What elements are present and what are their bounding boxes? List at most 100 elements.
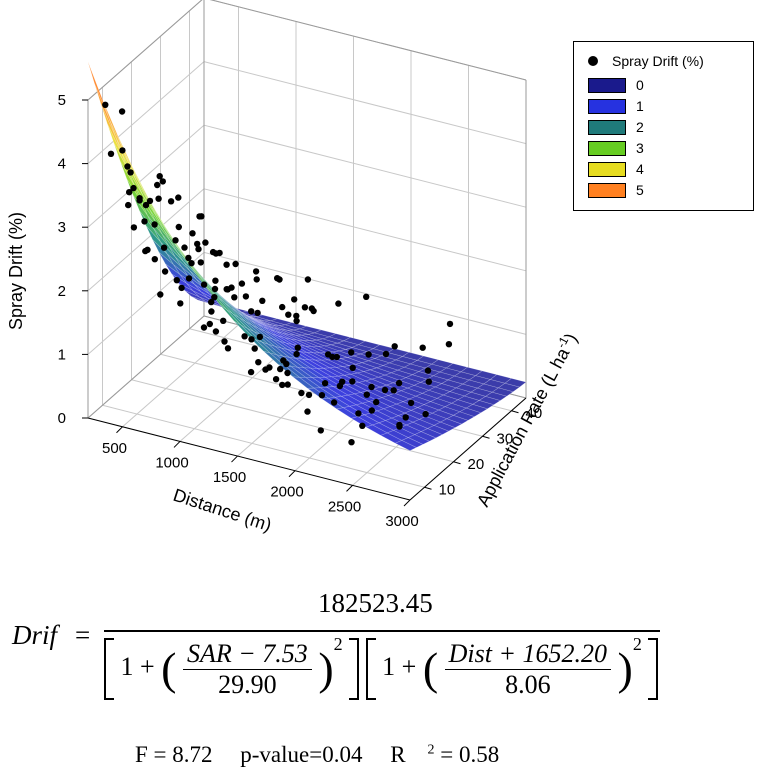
data-point	[155, 195, 162, 202]
x-axis-title: Distance (m)	[171, 485, 274, 536]
data-point	[391, 343, 398, 350]
data-point	[220, 317, 227, 324]
x-tick-label: 1500	[213, 469, 246, 486]
y-tick-label: 10	[439, 481, 456, 498]
legend-entry: 1	[588, 98, 644, 114]
frame-edge	[87, 315, 205, 419]
data-point	[200, 281, 208, 288]
data-point	[130, 224, 138, 231]
x-tick	[116, 426, 123, 434]
x-tick-label: 2000	[270, 484, 303, 501]
grid-line	[122, 324, 239, 428]
data-point	[126, 189, 133, 196]
legend: Spray Drift (%) 0 1 2 3 4 5	[573, 41, 754, 211]
surface-cell	[433, 421, 456, 432]
data-point	[251, 345, 258, 352]
data-point	[238, 280, 246, 287]
data-point	[301, 304, 309, 311]
data-point	[304, 276, 312, 283]
legend-entry: 4	[588, 161, 644, 177]
equation-one-a: 1 +	[120, 651, 155, 681]
y-tick	[511, 410, 519, 414]
data-point	[161, 268, 169, 275]
grid-line	[102, 404, 425, 488]
data-point	[151, 256, 158, 263]
data-point	[402, 414, 409, 421]
data-point	[156, 173, 163, 180]
legend-swatch	[588, 119, 626, 135]
dist-denominator: 8.06	[505, 669, 551, 699]
points-layer	[102, 101, 454, 446]
data-point	[102, 101, 109, 109]
data-point	[172, 237, 179, 244]
equation-denominator: 1 + ( SAR − 7.53 29.90 )2 1 + ( Dist + 1…	[104, 634, 659, 700]
data-point	[254, 309, 261, 317]
data-point	[256, 333, 264, 341]
f-statistic: F = 8.72	[135, 742, 213, 767]
y-tick-label: 40	[526, 405, 543, 422]
data-point	[160, 244, 168, 251]
bracket-right	[349, 638, 360, 700]
paren-close: )	[318, 643, 334, 694]
data-point	[211, 294, 218, 301]
data-point	[242, 293, 250, 300]
data-point	[445, 341, 453, 348]
frame-edge	[87, 0, 203, 101]
data-point	[395, 379, 403, 387]
r-squared: R 2 = 0.58	[390, 742, 521, 767]
equation-lhs: Drif	[12, 620, 58, 650]
grid-line	[131, 379, 454, 463]
data-point	[422, 410, 429, 418]
model-statistics: F = 8.72 p-value=0.04 R 2 = 0.58	[135, 742, 543, 768]
grid-line	[87, 188, 205, 292]
equation-fraction-bar	[104, 630, 660, 632]
data-point	[200, 324, 208, 331]
legend-entry: 0	[588, 77, 644, 93]
surface-plot: 0 1 2 3 4 5 500 1000 1500 2000 2500 3000 10 20 30 40 Sp…	[6, 0, 581, 536]
data-point	[382, 350, 390, 358]
data-point	[212, 328, 220, 335]
data-point	[206, 320, 213, 328]
data-point	[159, 178, 166, 185]
equation-one-b: 1 +	[382, 651, 417, 681]
data-point	[127, 169, 134, 176]
data-point	[368, 407, 375, 414]
data-point	[241, 333, 248, 340]
data-point	[373, 398, 380, 406]
legend-entry: 5	[588, 182, 644, 198]
sar-denominator: 29.90	[218, 669, 277, 699]
data-point	[293, 317, 300, 325]
data-point	[293, 350, 300, 358]
x-tick-label: 500	[102, 440, 127, 457]
data-point	[262, 366, 269, 373]
data-point	[232, 260, 239, 268]
surface-cell	[394, 440, 418, 451]
legend-entry: 3	[588, 140, 644, 156]
frame-edge	[209, 0, 527, 81]
data-point	[151, 221, 158, 228]
r-squared-sup: 2	[427, 742, 435, 758]
data-point	[355, 410, 362, 417]
legend-swatch	[588, 140, 626, 156]
data-point	[208, 308, 215, 315]
x-axis-line	[87, 417, 411, 501]
data-point	[321, 380, 329, 387]
bracket-left	[104, 638, 114, 700]
power-a: 2	[333, 634, 343, 654]
data-point	[305, 391, 313, 399]
r-squared-label: R	[390, 742, 406, 767]
data-point	[348, 349, 355, 356]
r-squared-value: = 0.58	[434, 742, 500, 767]
surface-cell	[413, 431, 437, 442]
grid-line	[87, 61, 205, 164]
data-point	[284, 369, 291, 377]
data-point	[188, 260, 195, 267]
data-point	[107, 150, 115, 157]
data-point	[194, 240, 201, 248]
data-point	[318, 392, 326, 399]
dist-numerator: Dist + 1652.20	[444, 639, 612, 670]
data-point	[396, 423, 403, 430]
data-point	[333, 353, 340, 361]
legend-swatch	[588, 161, 626, 177]
x-tick	[173, 441, 181, 448]
